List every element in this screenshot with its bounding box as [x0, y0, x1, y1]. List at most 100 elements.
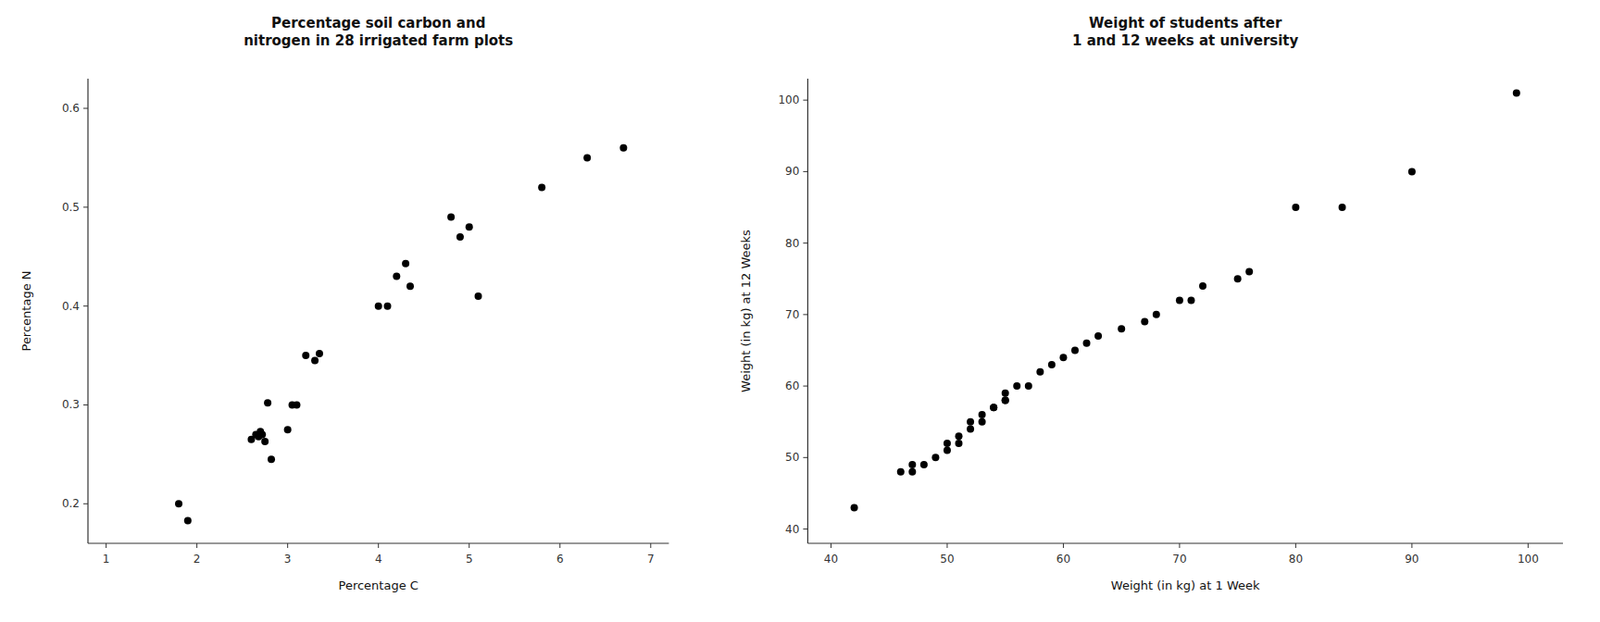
point: [1512, 88, 1521, 97]
x-axis-line: [807, 542, 1563, 544]
y-tick: [802, 171, 808, 173]
point: [375, 302, 383, 311]
x-tick: [196, 543, 198, 549]
point: [1001, 397, 1010, 405]
x-tick: [287, 543, 288, 549]
x-tick: [1527, 543, 1529, 549]
point: [908, 468, 916, 476]
point: [1012, 382, 1021, 390]
point: [978, 418, 987, 426]
title-line: Weight of students after: [1088, 14, 1283, 32]
point: [989, 403, 998, 412]
x-tick: [650, 543, 651, 549]
point: [184, 516, 192, 525]
title: Weight of students after1 and 12 weeks a…: [1072, 14, 1299, 50]
x-tick-label: 90: [1404, 552, 1419, 566]
y-tick-label: 80: [785, 237, 800, 250]
point: [1059, 353, 1067, 362]
point: [261, 437, 269, 446]
subplot: 12345670.20.30.40.50.6Percentage soil ca…: [19, 14, 669, 593]
x-tick: [105, 543, 107, 549]
y-tick-label: 70: [785, 308, 800, 322]
point: [1187, 296, 1195, 304]
x-tick: [1178, 543, 1180, 549]
point: [311, 356, 319, 364]
point: [406, 282, 414, 290]
point: [1140, 318, 1149, 326]
point: [978, 411, 987, 419]
x-tick-label: 6: [556, 552, 564, 566]
point: [292, 400, 300, 409]
subplot: 405060708090100405060708090100Weight of …: [738, 14, 1563, 593]
x-tick-label: 2: [193, 552, 201, 566]
point: [1025, 382, 1033, 390]
point: [315, 350, 324, 358]
point: [1338, 203, 1347, 212]
point: [392, 273, 400, 281]
x-tick-label: 3: [284, 552, 292, 566]
point: [583, 153, 591, 162]
point: [966, 425, 975, 433]
point: [1001, 397, 1010, 405]
point: [1094, 332, 1102, 340]
point: [1175, 296, 1184, 304]
title-line: nitrogen in 28 irrigated farm plots: [243, 32, 513, 50]
point: [908, 461, 916, 469]
point: [920, 461, 928, 469]
point: [465, 223, 474, 231]
point: [943, 439, 951, 448]
point: [1083, 339, 1091, 348]
title-line: 1 and 12 weeks at university: [1072, 32, 1299, 50]
point: [989, 403, 998, 412]
y-tick: [83, 108, 88, 110]
y-tick-label: 60: [785, 379, 800, 393]
x-tick-label: 60: [1056, 552, 1071, 566]
x-tick: [468, 543, 470, 549]
point: [456, 233, 464, 241]
x-tick-label: 1: [102, 552, 111, 566]
y-tick: [802, 242, 808, 244]
y-tick: [802, 528, 808, 530]
x-tick-label: 5: [465, 552, 474, 566]
point: [966, 418, 975, 426]
x-tick: [559, 543, 561, 549]
point: [1001, 389, 1010, 398]
y-tick: [83, 206, 88, 208]
point: [475, 292, 483, 300]
y-tick: [83, 404, 88, 406]
point: [1036, 368, 1044, 376]
point: [383, 302, 391, 311]
point: [1291, 203, 1300, 212]
point: [955, 432, 963, 440]
point: [284, 425, 292, 434]
x-axis-label: Percentage C: [338, 578, 419, 593]
point: [850, 503, 859, 512]
x-tick-label: 100: [1517, 552, 1539, 566]
point: [1408, 167, 1416, 175]
title-line: Percentage soil carbon and: [271, 14, 486, 32]
y-tick-label: 40: [785, 523, 800, 537]
x-tick-label: 50: [939, 552, 954, 566]
y-tick-label: 100: [777, 93, 800, 107]
x-tick: [1295, 543, 1297, 549]
y-tick: [802, 100, 808, 101]
point: [897, 468, 905, 476]
point: [955, 439, 963, 448]
point: [401, 260, 410, 268]
point: [263, 399, 272, 407]
points: [175, 144, 627, 525]
y-tick-label: 0.2: [62, 497, 80, 511]
x-tick-label: 4: [375, 552, 383, 566]
point: [267, 455, 275, 463]
y-tick-label: 0.4: [62, 300, 80, 313]
x-tick-label: 40: [824, 552, 838, 566]
y-tick: [83, 503, 88, 505]
x-tick: [946, 543, 948, 549]
point: [1245, 268, 1253, 276]
y-tick-label: 90: [785, 164, 800, 178]
point: [1071, 346, 1079, 354]
y-tick: [802, 313, 808, 315]
point: [175, 500, 183, 508]
point: [447, 213, 455, 222]
point: [537, 183, 546, 191]
